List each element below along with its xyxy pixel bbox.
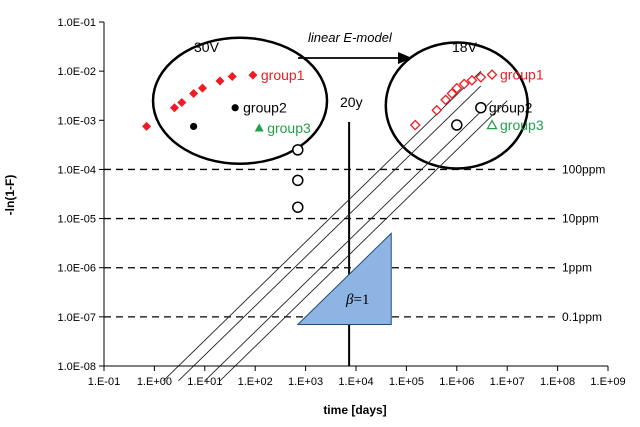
x-tick-label-7: 1.E+06 — [439, 376, 474, 388]
data-point-s2-0 — [254, 123, 264, 132]
data-point-s4-3 — [446, 88, 458, 99]
data-point-s4-6 — [466, 74, 478, 86]
data-point-s4-2 — [440, 94, 452, 106]
series-label-s0: group1 — [261, 67, 305, 83]
data-point-s0-5 — [215, 76, 225, 86]
data-point-s4-0 — [409, 119, 421, 131]
slope-triangle — [296, 232, 392, 325]
data-point-s0-7 — [248, 70, 258, 80]
series-label-s4: group1 — [500, 67, 544, 83]
background-layer — [104, 36, 556, 382]
x-tick-label-4: 1.E+03 — [288, 376, 323, 388]
data-point-s0-3 — [189, 89, 199, 99]
data-point-s0-4 — [197, 83, 207, 93]
fit-line-0 — [162, 70, 482, 382]
y-tick-label-2: 1.0E-06 — [57, 263, 96, 275]
axes-layer: 100ppm 10ppm 1ppm 0.1ppm 1.0E-08 1.0E-07 1.0E-… — [57, 17, 625, 388]
y-axis-title: -ln(1-F) — [3, 175, 17, 216]
data-point-s4-5 — [458, 78, 470, 90]
x-tick-label-3: 1.E+02 — [238, 376, 273, 388]
data-point-s0-6 — [227, 71, 237, 81]
data-point-s5-1 — [475, 101, 487, 114]
series-label-s5: group2 — [489, 100, 533, 116]
group-ellipse-1 — [384, 41, 530, 170]
y-tick-label-1: 1.0E-07 — [57, 312, 96, 324]
reference-label-0: 100ppm — [562, 162, 605, 176]
data-point-s4-7 — [475, 71, 487, 83]
x-tick-label-2: 1.E+01 — [187, 376, 222, 388]
y-tick-label-0: 1.0E-08 — [57, 361, 96, 373]
y-tick-label-7: 1.0E-01 — [57, 17, 96, 29]
data-point-s1-0 — [190, 122, 198, 131]
data-point-s3-0 — [292, 144, 304, 156]
data-point-s3-2 — [292, 201, 304, 213]
x-tick-label-5: 1.E+04 — [338, 376, 373, 388]
x-tick-label-6: 1.E+05 — [389, 376, 424, 388]
y-tick-label-5: 1.0E-03 — [57, 115, 96, 127]
x-tick-label-8: 1.E+07 — [490, 376, 525, 388]
data-point-s4-4 — [451, 82, 463, 94]
beta-symbol: β — [345, 292, 354, 308]
label-30v: 30V — [194, 39, 220, 55]
data-point-s5-0 — [451, 119, 463, 131]
slope-label: β=1 — [345, 292, 369, 308]
series-label-s1: group2 — [243, 100, 287, 116]
label-18v: 18V — [452, 39, 478, 55]
x-tick-label-1: 1.E+00 — [137, 376, 172, 388]
reference-label-3: 0.1ppm — [562, 310, 602, 324]
data-point-s0-0 — [142, 121, 152, 131]
label-20y: 20y — [340, 94, 363, 110]
data-point-s1-1 — [231, 104, 239, 112]
series-label-s6: group3 — [500, 117, 544, 133]
labels-layer: time [days] -ln(1-F) 30V 18V linear E-mo… — [3, 30, 478, 417]
reference-label-1: 10ppm — [562, 212, 599, 226]
data-point-s0-2 — [177, 98, 187, 108]
data-point-s4-8 — [486, 69, 498, 81]
x-tick-label-9: 1.E+08 — [540, 376, 575, 388]
data-point-s0-1 — [169, 103, 179, 113]
model-arrow-head — [398, 52, 412, 64]
fit-line-1 — [178, 85, 482, 382]
fit-line-3 — [219, 100, 508, 382]
y-tick-label-4: 1.0E-04 — [57, 164, 96, 176]
model-label: linear E-model — [308, 30, 393, 45]
data-point-s3-1 — [292, 174, 304, 187]
reference-label-2: 1ppm — [562, 261, 592, 275]
x-axis-title: time [days] — [323, 403, 386, 417]
series-label-s2: group3 — [267, 120, 311, 136]
y-tick-label-6: 1.0E-02 — [57, 66, 96, 78]
x-tick-label-0: 1.E-01 — [88, 376, 120, 388]
group-ellipse-0 — [151, 36, 329, 165]
data-point-s4-1 — [431, 104, 443, 116]
data-point-s6-0 — [486, 119, 498, 130]
x-tick-label-10: 1.E+09 — [590, 376, 625, 388]
y-tick-label-3: 1.0E-05 — [57, 214, 96, 226]
slope-value: =1 — [353, 292, 369, 308]
fit-line-2 — [204, 100, 493, 382]
